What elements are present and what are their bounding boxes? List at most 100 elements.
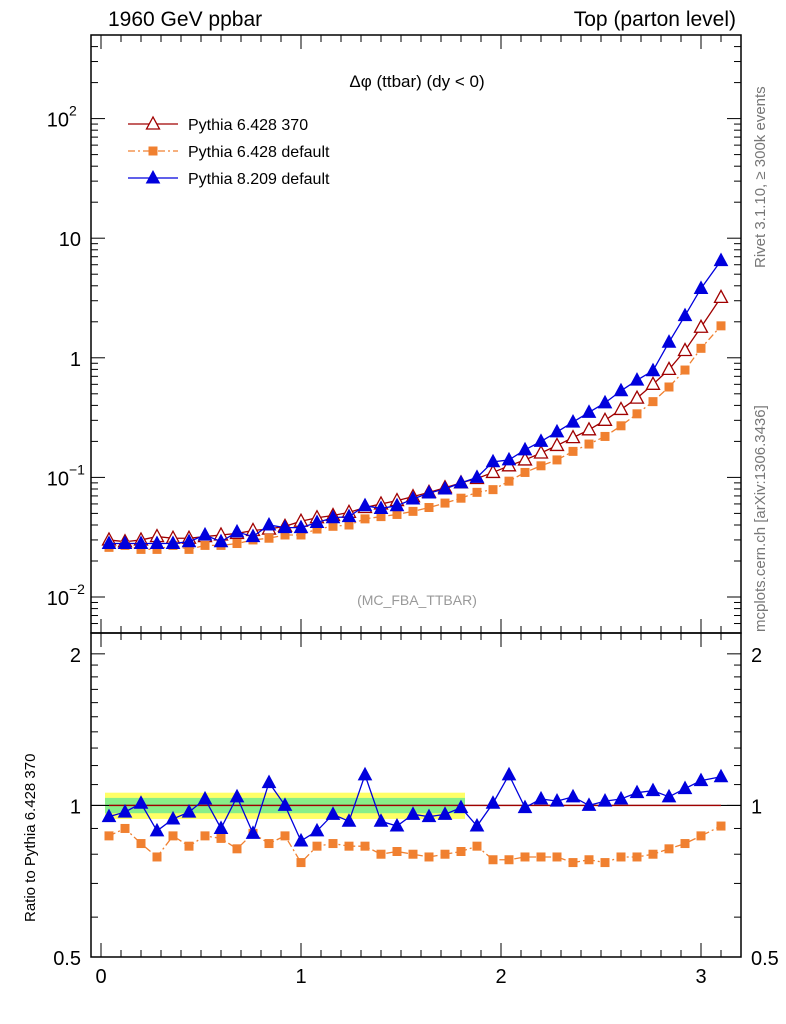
data-point [181,804,197,818]
ratio-series-1 [104,821,726,868]
data-point [344,841,354,851]
data-point [613,401,629,416]
data-point [104,831,114,841]
y-tick-label: 10 [47,468,69,490]
data-point [405,806,421,820]
data-point [517,441,533,456]
series-1 [104,321,726,554]
data-point [184,841,194,851]
mcplots-label: mcplots.cern.ch [arXiv:1306.3436] [752,405,769,632]
data-point [549,423,565,438]
legend-label: Pythia 8.209 default [188,171,330,188]
data-point [373,813,389,827]
data-point [680,839,690,849]
data-point [213,533,229,548]
data-point [472,487,482,497]
data-point [488,485,498,495]
data-point [344,520,354,530]
legend: Pythia 6.428 370 Pythia 6.428 default Pyth… [128,115,330,188]
data-point [232,539,242,549]
data-point [536,852,546,862]
ratio-tick-label: 1 [70,796,81,818]
data-point [696,831,706,841]
data-point [565,429,581,444]
data-point [261,774,277,789]
data-point [408,849,418,859]
data-point [197,790,213,805]
data-point [437,806,453,820]
data-point [149,535,165,550]
legend-label: Pythia 6.428 370 [188,117,308,134]
data-point [280,530,290,540]
data-point [341,813,357,827]
data-point [309,514,325,528]
ratio-tick-label: 2 [70,645,81,667]
data-point [552,852,562,862]
data-point [600,858,610,868]
data-point [677,342,693,357]
data-point [533,433,549,447]
data-point [440,498,450,508]
data-point [677,307,693,322]
y-tick-label-exp: −2 [69,581,85,597]
data-point [664,382,674,392]
data-point [613,382,629,397]
ratio-panel: 0 1 2 3 0.5 0.5 1 1 2 2 [53,632,779,988]
data-point [376,512,386,522]
data-point [309,822,325,837]
data-point [485,453,501,468]
data-point [632,409,642,419]
ratio-tick-label: 0.5 [751,948,779,970]
data-point [504,855,514,865]
data-point [453,474,469,489]
y-tick-label: 1 [70,349,81,371]
data-point [280,831,290,841]
x-tick-label: 2 [495,966,506,988]
data-point [485,464,501,479]
data-point [184,544,194,554]
data-point [264,533,274,543]
data-point [488,855,498,865]
data-point [648,849,658,859]
data-point [645,375,661,390]
data-point [165,810,181,825]
y-tick-label-exp: −1 [69,461,85,477]
data-point [312,524,322,534]
data-point [693,772,709,787]
data-point [245,528,261,543]
data-point [456,493,466,503]
data-point [357,497,373,512]
data-point [584,439,594,449]
y-tick-label: 10 [59,229,81,251]
data-point [629,372,645,386]
data-point [713,289,729,304]
data-point [293,832,309,847]
series-line [108,325,722,551]
data-point [568,446,578,456]
data-point [440,849,450,859]
data-point [328,839,338,849]
data-point [629,389,645,404]
data-point [245,825,261,839]
data-point [181,533,197,548]
data-point [533,790,549,805]
data-point [360,514,370,524]
data-point [613,790,629,805]
data-point [632,852,642,862]
data-point [565,414,581,428]
data-point [472,841,482,851]
data-point [456,847,466,857]
data-point [716,821,726,831]
y-tick-label-exp: 2 [69,103,77,119]
data-point [117,804,133,818]
data-point [341,508,357,523]
data-point [101,808,117,823]
data-point [277,797,293,811]
data-point [261,516,277,531]
y-tick-label: 10 [47,588,69,610]
data-point [277,519,293,534]
series-2 [101,252,729,550]
data-point [645,362,661,377]
data-point [389,497,405,512]
